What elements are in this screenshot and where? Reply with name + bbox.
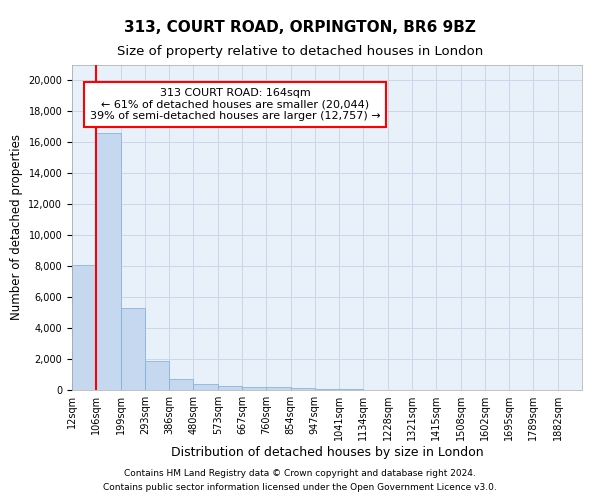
- Bar: [290, 388, 315, 390]
- Text: Contains public sector information licensed under the Open Government Licence v3: Contains public sector information licen…: [103, 484, 497, 492]
- Bar: [242, 386, 266, 390]
- Bar: [218, 386, 242, 390]
- Bar: [72, 264, 96, 390]
- Bar: [315, 389, 339, 390]
- Bar: [266, 387, 290, 390]
- Bar: [193, 384, 218, 390]
- Bar: [145, 362, 169, 390]
- Text: Size of property relative to detached houses in London: Size of property relative to detached ho…: [117, 45, 483, 58]
- X-axis label: Distribution of detached houses by size in London: Distribution of detached houses by size …: [170, 446, 484, 459]
- Bar: [96, 133, 121, 390]
- Bar: [121, 308, 145, 390]
- Text: Contains HM Land Registry data © Crown copyright and database right 2024.: Contains HM Land Registry data © Crown c…: [124, 468, 476, 477]
- Y-axis label: Number of detached properties: Number of detached properties: [10, 134, 23, 320]
- Text: 313 COURT ROAD: 164sqm
← 61% of detached houses are smaller (20,044)
39% of semi: 313 COURT ROAD: 164sqm ← 61% of detached…: [90, 88, 380, 121]
- Bar: [169, 379, 193, 390]
- Text: 313, COURT ROAD, ORPINGTON, BR6 9BZ: 313, COURT ROAD, ORPINGTON, BR6 9BZ: [124, 20, 476, 35]
